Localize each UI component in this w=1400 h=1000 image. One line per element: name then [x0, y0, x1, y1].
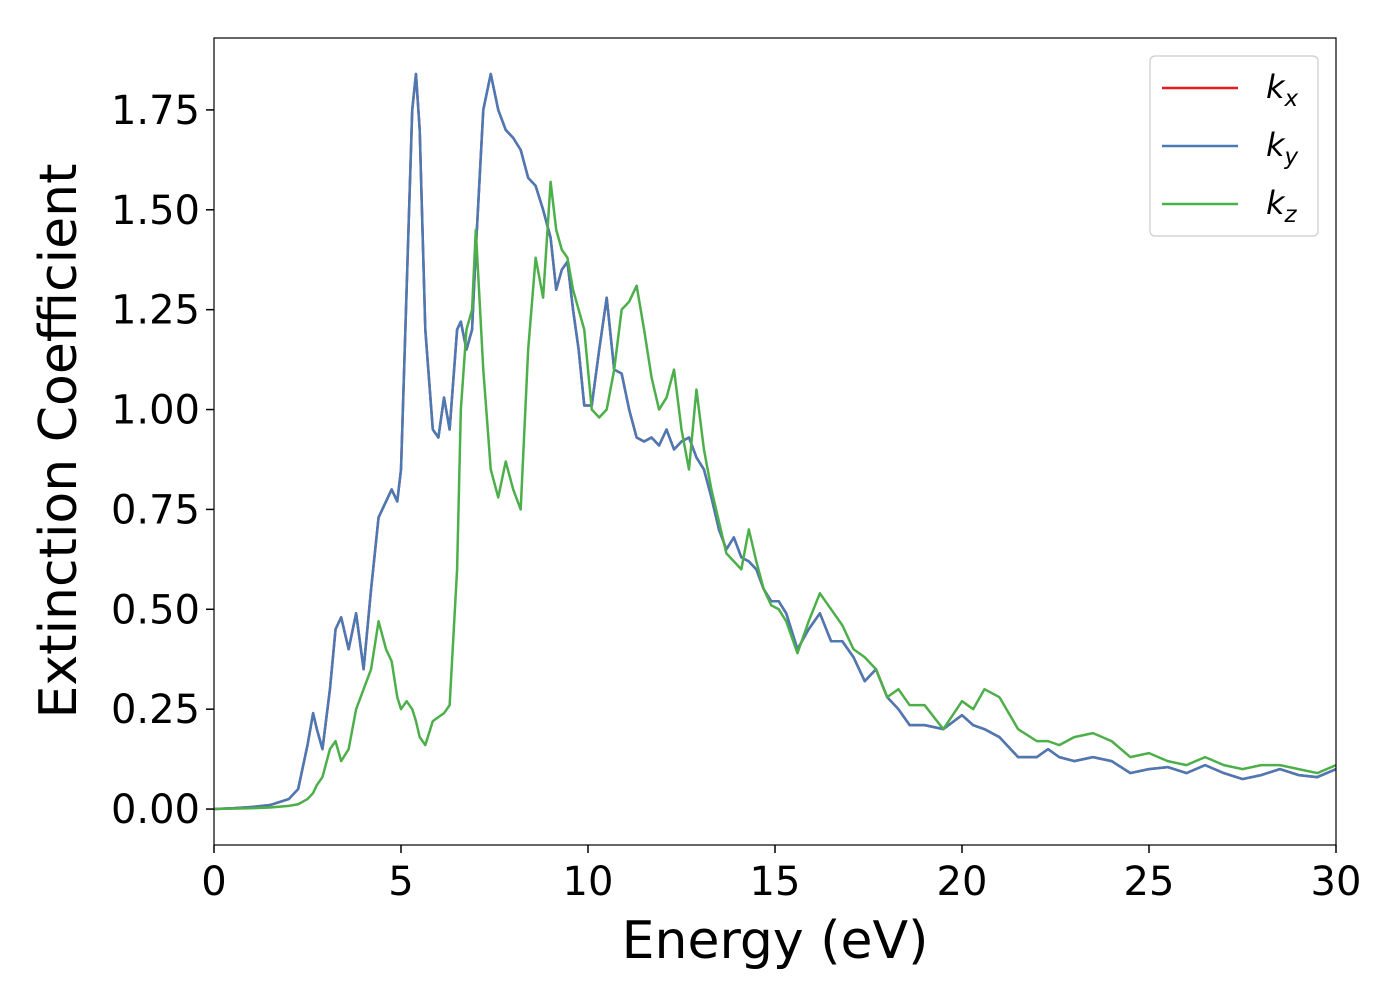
legend-label: ky [1266, 126, 1299, 170]
x-tick-label: 5 [388, 859, 413, 905]
legend-label: kz [1266, 184, 1298, 228]
y-tick-label: 1.25 [111, 288, 200, 334]
x-tick-label: 15 [750, 859, 801, 905]
x-axis-label: Energy (eV) [622, 911, 929, 971]
plot-frame [213, 37, 1337, 846]
series-line [214, 180, 1336, 811]
x-tick-label: 20 [937, 859, 988, 905]
series-line [214, 72, 1336, 811]
y-tick-label: 1.00 [111, 388, 200, 434]
x-tick-label: 0 [201, 859, 226, 905]
y-tick-label: 1.50 [111, 188, 200, 234]
y-tick-label: 1.75 [111, 88, 200, 134]
x-tick-label: 10 [563, 859, 614, 905]
y-tick-label: 0.75 [111, 487, 200, 533]
y-tick-label: 0.00 [111, 787, 200, 833]
x-tick-label: 25 [1124, 859, 1175, 905]
y-tick-label: 0.25 [111, 687, 200, 733]
y-axis-label: Extinction Coefficient [29, 164, 89, 719]
y-tick-label: 0.50 [111, 587, 200, 633]
legend-label: kx [1266, 68, 1299, 112]
x-tick-label: 30 [1311, 859, 1362, 905]
